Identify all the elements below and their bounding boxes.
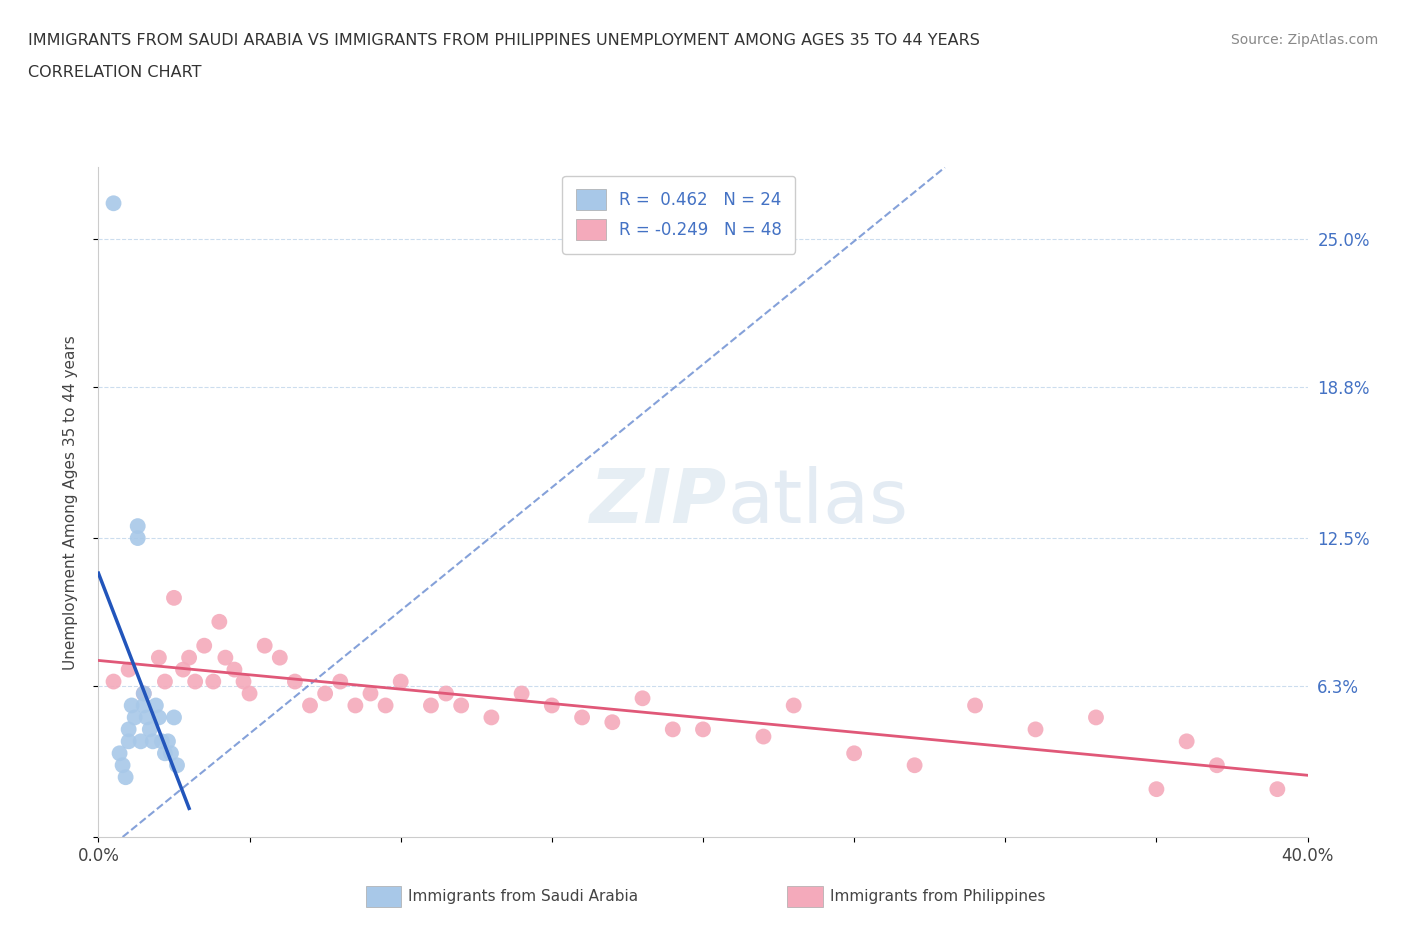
Point — [1024, 722, 1046, 737]
Point — [142, 734, 165, 749]
Point — [132, 686, 155, 701]
Point — [153, 674, 176, 689]
Point — [510, 686, 533, 701]
Point — [571, 710, 593, 724]
Point — [540, 698, 562, 713]
Point — [148, 710, 170, 724]
Point — [965, 698, 987, 713]
Text: IMMIGRANTS FROM SAUDI ARABIA VS IMMIGRANTS FROM PHILIPPINES UNEMPLOYMENT AMONG A: IMMIGRANTS FROM SAUDI ARABIA VS IMMIGRAN… — [28, 33, 980, 47]
Point — [481, 710, 503, 724]
Point — [148, 650, 170, 665]
Text: CORRELATION CHART: CORRELATION CHART — [28, 65, 201, 80]
Point — [314, 686, 336, 701]
Point — [631, 691, 654, 706]
Point — [1085, 710, 1108, 724]
Point — [344, 698, 367, 713]
Point — [208, 615, 231, 630]
Point — [299, 698, 322, 713]
Point — [224, 662, 246, 677]
Point — [844, 746, 866, 761]
Point — [108, 746, 131, 761]
Point — [239, 686, 262, 701]
Point — [420, 698, 443, 713]
Point — [434, 686, 457, 701]
Point — [179, 650, 201, 665]
Point — [602, 715, 624, 730]
Point — [193, 638, 215, 653]
Point — [114, 770, 136, 785]
Point — [329, 674, 352, 689]
Point — [1206, 758, 1229, 773]
Point — [232, 674, 254, 689]
Point — [202, 674, 225, 689]
Point — [160, 746, 183, 761]
Text: Source: ZipAtlas.com: Source: ZipAtlas.com — [1230, 33, 1378, 46]
Point — [150, 734, 173, 749]
Text: Immigrants from Philippines: Immigrants from Philippines — [830, 889, 1045, 904]
Text: atlas: atlas — [727, 466, 908, 538]
Y-axis label: Unemployment Among Ages 35 to 44 years: Unemployment Among Ages 35 to 44 years — [63, 335, 77, 670]
Point — [374, 698, 396, 713]
Point — [1267, 782, 1289, 797]
Point — [145, 698, 167, 713]
Point — [156, 734, 179, 749]
Point — [129, 734, 152, 749]
Point — [269, 650, 291, 665]
Point — [1175, 734, 1198, 749]
Point — [103, 674, 125, 689]
Point — [132, 698, 155, 713]
Point — [118, 734, 141, 749]
Point — [214, 650, 236, 665]
Point — [662, 722, 685, 737]
Point — [132, 686, 155, 701]
Point — [163, 710, 186, 724]
Point — [121, 698, 143, 713]
Point — [118, 722, 141, 737]
Point — [253, 638, 276, 653]
Point — [184, 674, 207, 689]
Point — [172, 662, 194, 677]
Text: ZIP: ZIP — [591, 466, 727, 538]
Point — [124, 710, 146, 724]
Point — [783, 698, 806, 713]
Point — [752, 729, 775, 744]
Point — [1144, 782, 1167, 797]
Point — [135, 710, 157, 724]
Point — [153, 746, 176, 761]
Point — [103, 196, 125, 211]
Point — [163, 591, 186, 605]
Point — [692, 722, 714, 737]
Point — [450, 698, 472, 713]
Point — [904, 758, 927, 773]
Point — [166, 758, 188, 773]
Text: Immigrants from Saudi Arabia: Immigrants from Saudi Arabia — [408, 889, 638, 904]
Point — [111, 758, 134, 773]
Point — [360, 686, 382, 701]
Point — [118, 662, 141, 677]
Point — [389, 674, 412, 689]
Point — [139, 722, 162, 737]
Point — [127, 531, 149, 546]
Point — [284, 674, 307, 689]
Point — [127, 519, 149, 534]
Legend: R =  0.462   N = 24, R = -0.249   N = 48: R = 0.462 N = 24, R = -0.249 N = 48 — [562, 176, 796, 254]
